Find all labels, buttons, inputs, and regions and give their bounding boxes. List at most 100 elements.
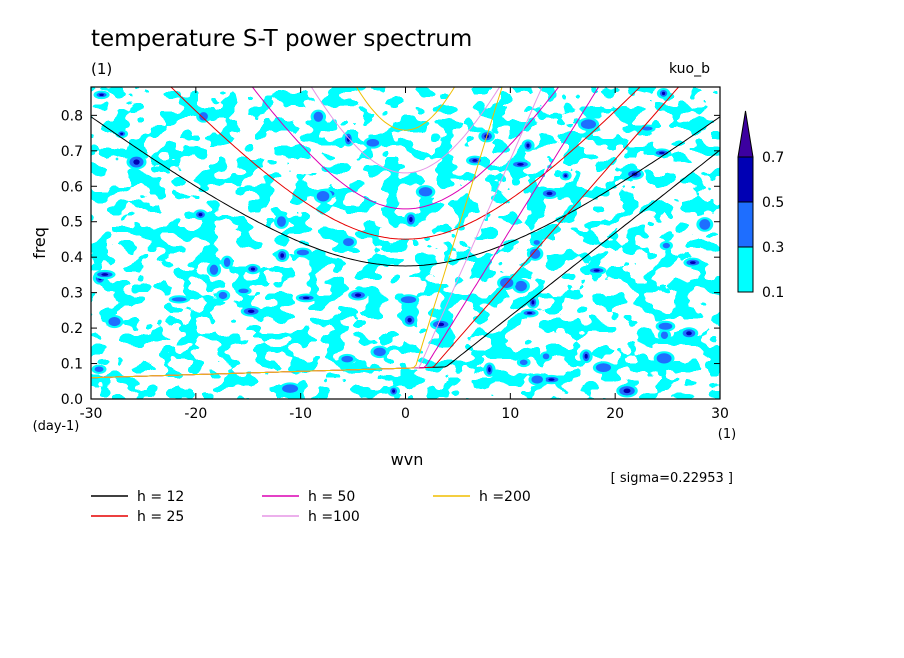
contour-spot-high bbox=[409, 216, 413, 223]
contour-spot-high bbox=[101, 273, 109, 276]
x-tick-label: 0 bbox=[401, 406, 410, 422]
legend-label: h =100 bbox=[308, 509, 360, 525]
legend: h = 12 h = 25 h = 50 h =100 h =200 bbox=[91, 489, 531, 525]
chart-title: temperature S-T power spectrum bbox=[91, 26, 472, 52]
curve-upper-h25 bbox=[170, 87, 641, 240]
contour-spot-mid bbox=[660, 331, 669, 340]
x-axis-label: wvn bbox=[391, 450, 424, 469]
contour-spot-mid bbox=[373, 347, 386, 357]
contour-spot-mid bbox=[656, 353, 672, 364]
contour-spot-high bbox=[546, 191, 553, 196]
colorbar-label: 0.5 bbox=[762, 195, 784, 211]
contour-spot-mid bbox=[282, 384, 299, 393]
colorbar-arrow bbox=[737, 110, 754, 158]
contour-spot-high bbox=[392, 389, 396, 393]
contour-spot-mid bbox=[108, 317, 121, 327]
contour-spot-high bbox=[198, 213, 203, 217]
y-tick-label: 0.5 bbox=[61, 215, 83, 231]
y-tick-label: 0.1 bbox=[61, 357, 83, 373]
y-tick-label: 0.7 bbox=[61, 144, 83, 160]
contour-spot-mid bbox=[699, 219, 711, 230]
contour-spot-mid bbox=[542, 353, 550, 360]
contour-spot-mid bbox=[316, 191, 330, 202]
contour-spot-mid bbox=[276, 216, 286, 227]
contour-spot-mid bbox=[641, 126, 653, 131]
curve-upper-h50 bbox=[251, 87, 560, 210]
contour-spot-high bbox=[593, 269, 600, 272]
colorbar-swatch bbox=[737, 156, 754, 203]
contour-spot-mid bbox=[519, 359, 528, 366]
contour-spot-high bbox=[488, 367, 491, 373]
contour-spot-high bbox=[354, 293, 362, 297]
contour-spot-high bbox=[584, 353, 588, 359]
x-tick-label: 10 bbox=[501, 406, 519, 422]
curve-kelvin-h200 bbox=[91, 87, 503, 379]
contour-spot-mid bbox=[366, 139, 380, 147]
contour-spot-mid bbox=[531, 375, 543, 384]
y-axis-label: freq bbox=[30, 227, 49, 259]
x-tick-label: 20 bbox=[606, 406, 624, 422]
contour-spot-high bbox=[659, 151, 665, 155]
contour-spot-high bbox=[686, 331, 692, 336]
colorbar-label: 0.3 bbox=[762, 240, 784, 256]
sigma-note: [ sigma=0.22953 ] bbox=[611, 471, 733, 486]
contour-spot-mid bbox=[515, 280, 527, 292]
contour-spot-high bbox=[526, 311, 533, 315]
y-axis-unit: (day-1) bbox=[33, 419, 80, 434]
colorbar: 0.1 0.3 0.5 0.7 bbox=[737, 110, 784, 301]
contour-spot-high bbox=[407, 317, 412, 323]
contour-spot-mid bbox=[94, 366, 104, 372]
x-tick-label: -30 bbox=[80, 406, 103, 422]
contour-spot-mid bbox=[529, 248, 541, 259]
contour-spot-high bbox=[133, 159, 140, 165]
contour-spot-high bbox=[623, 388, 631, 394]
x-axis: -30 -20 -10 0 10 20 30 bbox=[80, 87, 729, 422]
contour-spot-mid bbox=[418, 187, 433, 197]
legend-label: h = 25 bbox=[137, 509, 184, 525]
contour-spot-mid bbox=[209, 264, 219, 275]
contour-spot-high bbox=[689, 261, 696, 265]
y-tick-label: 0.0 bbox=[61, 392, 83, 408]
contour-spot-mid bbox=[343, 238, 354, 247]
contour-spot-mid bbox=[580, 119, 597, 130]
contour-spot-high bbox=[99, 93, 104, 97]
curve-upper-h100 bbox=[310, 87, 501, 174]
contour-spot-mid bbox=[238, 288, 249, 294]
contour-spot-mid bbox=[199, 112, 208, 121]
contour-spot-mid bbox=[296, 249, 309, 256]
curve-upper-h12 bbox=[91, 116, 720, 267]
legend-label: h = 50 bbox=[308, 489, 355, 505]
x-tick-label: 30 bbox=[711, 406, 729, 422]
contour-spot-high bbox=[564, 174, 567, 178]
contour-spot-mid bbox=[218, 291, 228, 300]
y-tick-label: 0.2 bbox=[61, 321, 83, 337]
contour-spot-mid bbox=[171, 297, 187, 302]
y-tick-label: 0.3 bbox=[61, 286, 83, 302]
curve-upper-h200 bbox=[355, 87, 456, 131]
contour-spot-high bbox=[250, 267, 256, 271]
plot-area bbox=[91, 87, 720, 399]
contour-spot-mid bbox=[313, 111, 324, 122]
contour-spot-high bbox=[517, 163, 524, 166]
chart-subtitle-right: kuo_b bbox=[669, 61, 710, 77]
colorbar-swatch bbox=[737, 246, 754, 293]
cyan-contour-field bbox=[91, 87, 720, 399]
contour-spot-mid bbox=[662, 242, 670, 249]
contour-spot-mid bbox=[341, 355, 353, 363]
contour-spot-high bbox=[472, 159, 478, 162]
contour-spot-high bbox=[548, 378, 555, 381]
y-tick-label: 0.8 bbox=[61, 108, 83, 124]
colorbar-swatch bbox=[737, 201, 754, 248]
contour-spot-high bbox=[120, 132, 124, 135]
contour-spot-high bbox=[280, 253, 284, 258]
contour-spot-mid bbox=[533, 240, 540, 245]
x-axis-unit: (1) bbox=[718, 427, 736, 442]
contour-spot-high bbox=[302, 296, 310, 300]
chart-subtitle-left: (1) bbox=[91, 60, 112, 78]
x-tick-label: -10 bbox=[289, 406, 312, 422]
contour-spots bbox=[91, 88, 714, 398]
legend-label: h =200 bbox=[479, 489, 531, 505]
contour-spot-high bbox=[247, 309, 255, 313]
contour-spot-mid bbox=[595, 363, 611, 373]
